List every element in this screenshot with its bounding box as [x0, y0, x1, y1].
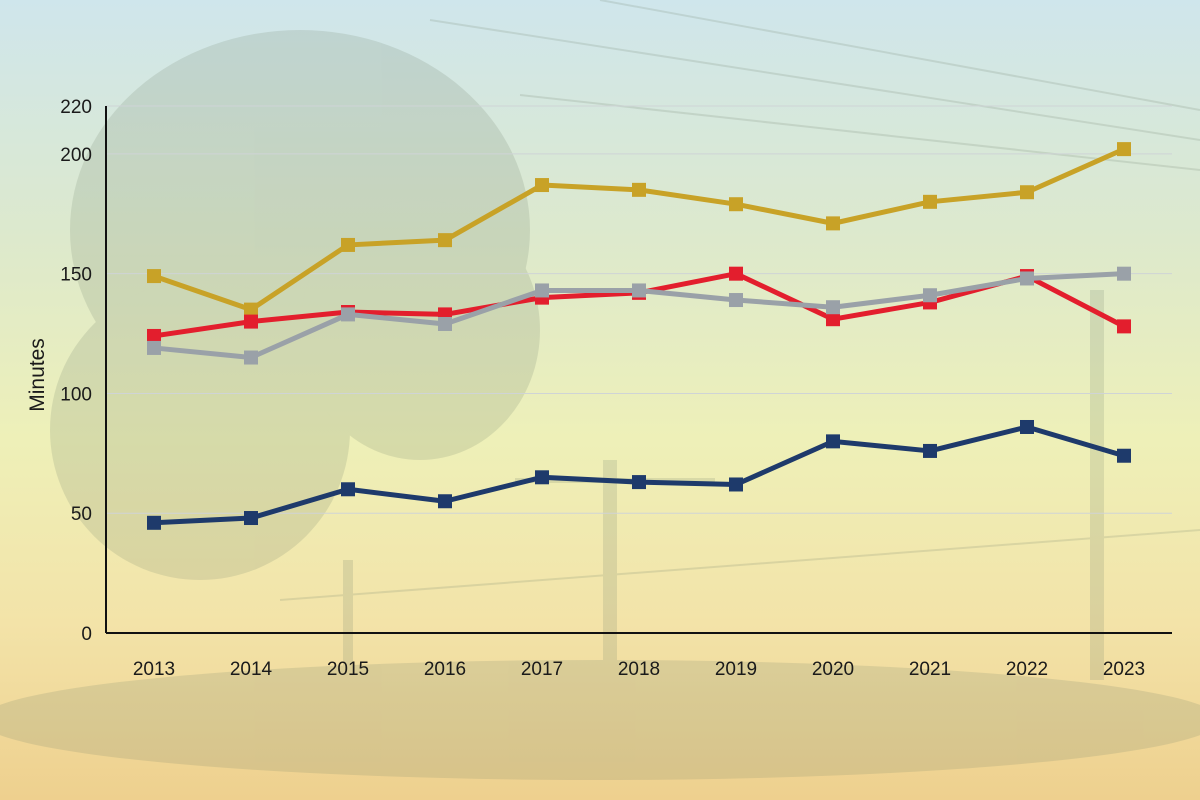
series-1 [147, 142, 1131, 317]
data-point [341, 482, 355, 497]
series-3 [147, 266, 1131, 365]
data-point [244, 511, 258, 526]
data-point [438, 316, 452, 331]
data-point [826, 300, 840, 315]
data-point [1117, 266, 1131, 281]
y-tick-label: 100 [60, 384, 92, 405]
x-tick-label: 2018 [618, 659, 660, 680]
data-point [1020, 185, 1034, 200]
y-tick-label: 50 [71, 504, 92, 525]
data-point [341, 307, 355, 322]
data-point [341, 237, 355, 252]
x-tick-label: 2020 [812, 659, 854, 680]
x-tick-label: 2021 [909, 659, 951, 680]
data-point [1117, 142, 1131, 157]
data-point [1020, 271, 1034, 286]
y-tick-label: 200 [60, 145, 92, 166]
data-point [147, 328, 161, 343]
data-point [535, 470, 549, 485]
data-point [535, 178, 549, 193]
data-point [632, 283, 646, 298]
x-tick-label: 2015 [327, 659, 369, 680]
series-lines [147, 142, 1131, 530]
data-point [1020, 419, 1034, 434]
axes [105, 106, 1172, 634]
x-tick-label: 2014 [230, 659, 273, 680]
data-point [923, 443, 937, 458]
data-point [147, 269, 161, 284]
data-point [826, 434, 840, 449]
tick-labels: 0 50 100 150 200 220 2013 2014 2015 2016 2017 2018 2… [60, 97, 1145, 680]
y-tick-label: 150 [60, 265, 92, 286]
y-tick-label: 0 [81, 624, 92, 645]
y-axis-label: Minutes [26, 338, 49, 412]
data-point [147, 515, 161, 530]
data-point [147, 340, 161, 355]
x-tick-label: 2013 [133, 659, 175, 680]
data-point [923, 288, 937, 303]
data-point [632, 182, 646, 197]
data-point [729, 266, 743, 281]
data-point [729, 477, 743, 492]
data-point [729, 197, 743, 212]
x-tick-label: 2023 [1103, 659, 1145, 680]
data-point [729, 293, 743, 308]
data-point [1117, 319, 1131, 334]
data-point [1117, 448, 1131, 463]
x-tick-label: 2017 [521, 659, 563, 680]
data-point [632, 475, 646, 490]
x-tick-label: 2019 [715, 659, 757, 680]
data-point [244, 350, 258, 365]
data-point [244, 302, 258, 317]
data-point [826, 216, 840, 231]
series-4 [147, 419, 1131, 530]
data-point [535, 283, 549, 298]
data-point [826, 312, 840, 327]
x-tick-label: 2022 [1006, 659, 1048, 680]
x-tick-label: 2016 [424, 659, 466, 680]
data-point [923, 194, 937, 209]
data-point [244, 314, 258, 329]
y-tick-label: 220 [60, 97, 92, 118]
data-point [438, 494, 452, 509]
data-point [438, 233, 452, 248]
gridlines [106, 105, 1172, 514]
